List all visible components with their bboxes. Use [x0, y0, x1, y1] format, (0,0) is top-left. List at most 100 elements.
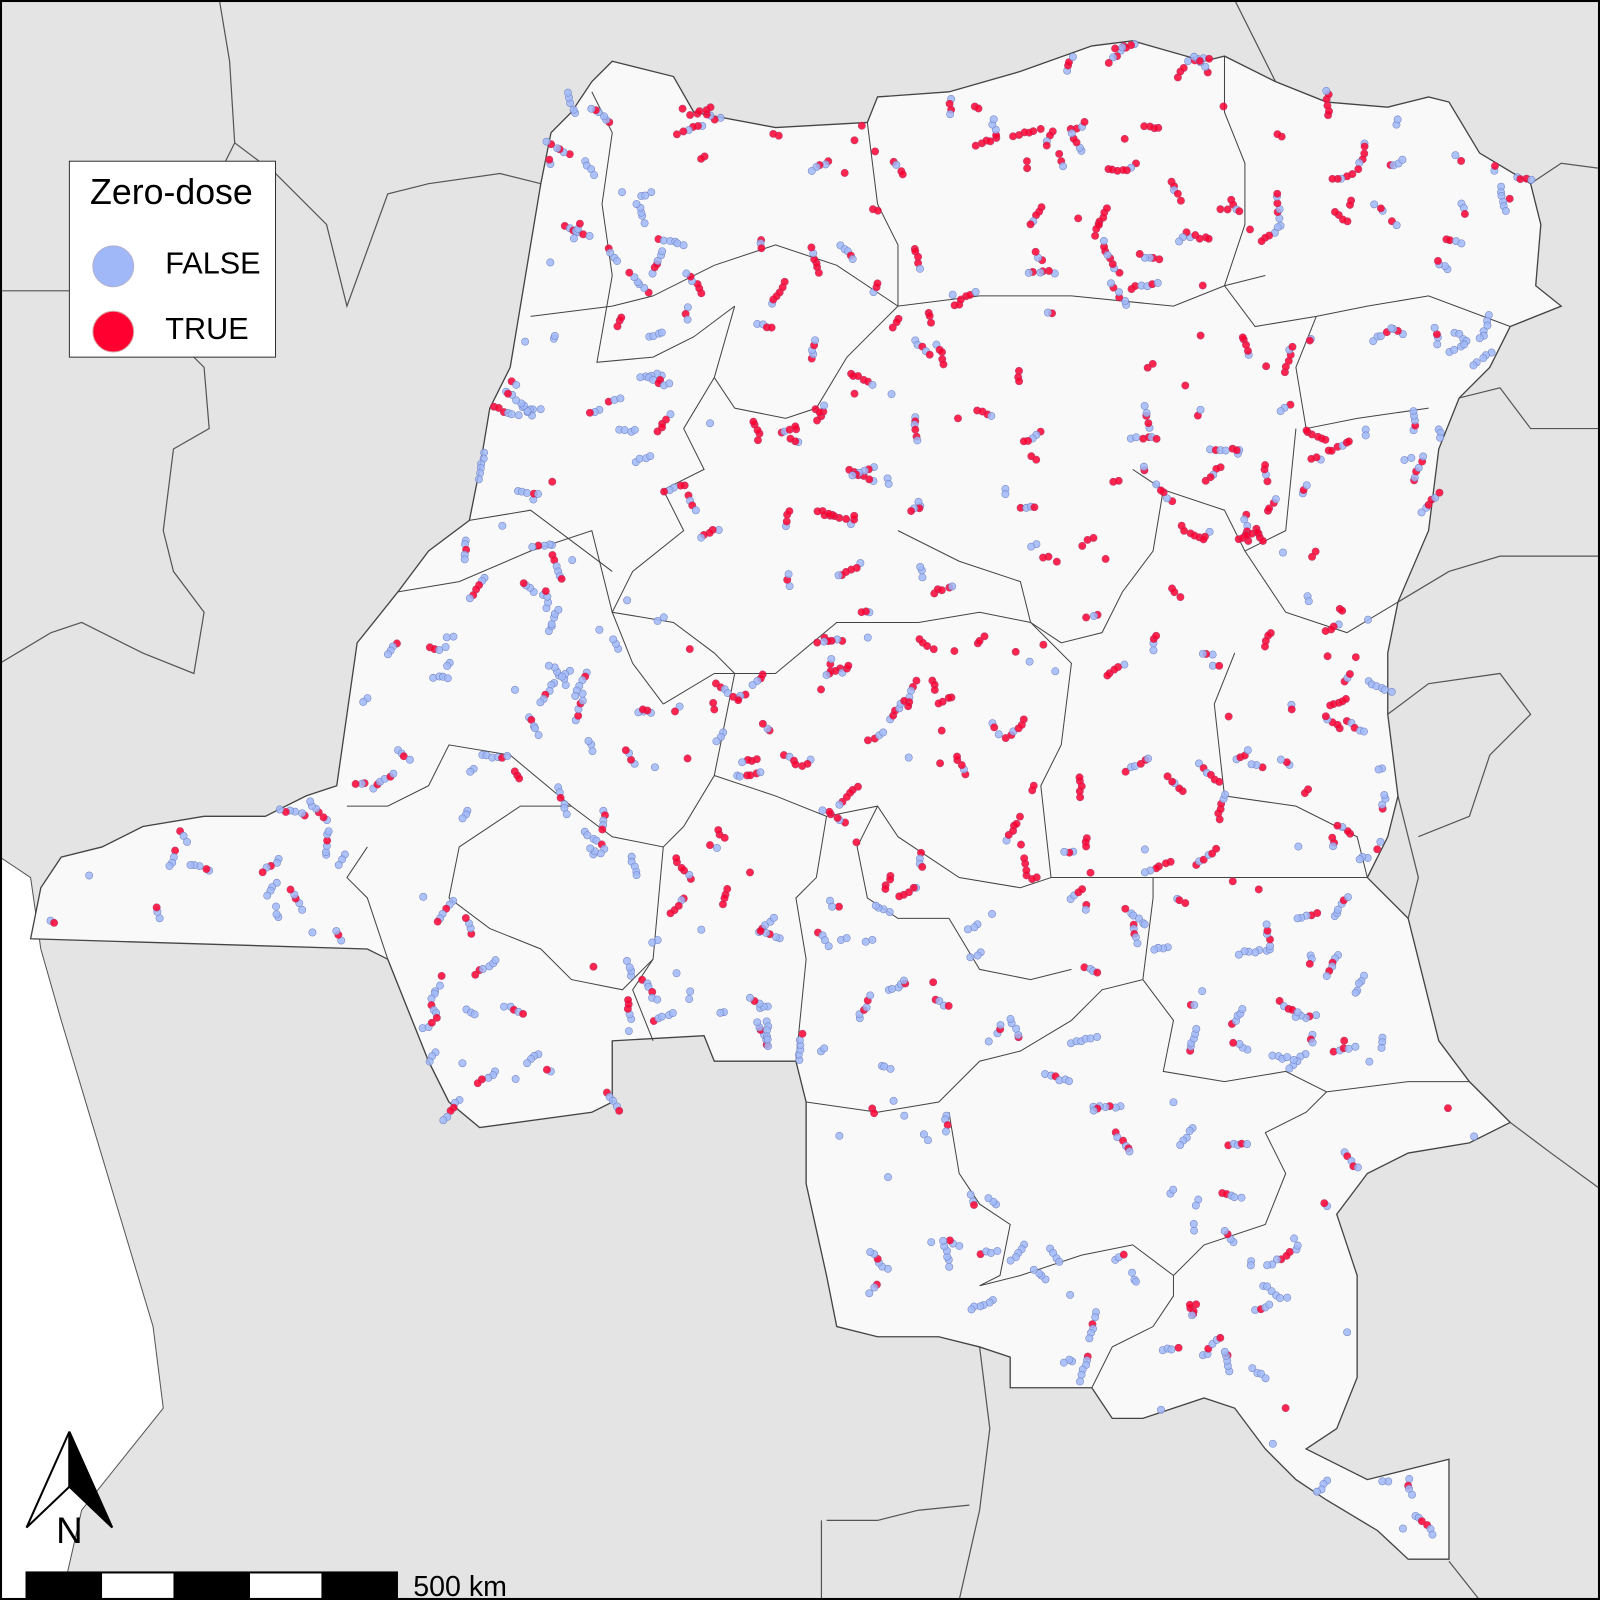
point-zero-dose-true	[1417, 1517, 1426, 1526]
point-zero-dose-true	[990, 723, 999, 732]
point-zero-dose-true	[1345, 670, 1354, 679]
point-zero-dose-false	[630, 273, 639, 282]
point-zero-dose-true	[589, 962, 598, 971]
point-zero-dose-true	[433, 917, 442, 926]
point-zero-dose-false	[1125, 1147, 1134, 1156]
point-zero-dose-true	[399, 752, 408, 761]
point-zero-dose-false	[879, 728, 888, 737]
legend-true-swatch	[92, 310, 135, 353]
point-zero-dose-true	[1104, 59, 1113, 67]
point-zero-dose-true	[1216, 1333, 1225, 1342]
legend-title: Zero-dose	[90, 172, 253, 212]
point-zero-dose-false	[848, 255, 857, 264]
point-zero-dose-true	[152, 903, 161, 912]
point-zero-dose-false	[862, 1003, 871, 1012]
point-zero-dose-true	[871, 147, 880, 156]
point-zero-dose-false	[1142, 409, 1151, 417]
point-zero-dose-false	[1243, 746, 1252, 755]
point-zero-dose-false	[443, 661, 452, 670]
point-zero-dose-true	[1340, 1036, 1349, 1045]
point-zero-dose-true	[909, 883, 918, 892]
point-zero-dose-true	[638, 705, 647, 714]
point-zero-dose-false	[1149, 646, 1158, 655]
point-zero-dose-false	[458, 1059, 467, 1068]
point-zero-dose-false	[623, 956, 631, 965]
point-zero-dose-false	[630, 425, 639, 434]
point-zero-dose-false	[1163, 494, 1171, 503]
point-zero-dose-true	[1263, 926, 1272, 935]
point-zero-dose-true	[1204, 234, 1213, 243]
point-zero-dose-false	[1355, 855, 1364, 864]
point-zero-dose-false	[263, 891, 272, 900]
point-zero-dose-false	[606, 248, 615, 257]
point-zero-dose-false	[1293, 1241, 1302, 1250]
point-zero-dose-false	[1304, 597, 1313, 606]
point-zero-dose-true	[515, 774, 524, 783]
point-zero-dose-false	[1398, 155, 1407, 164]
point-zero-dose-true	[1080, 118, 1089, 126]
point-zero-dose-false	[625, 963, 634, 972]
point-zero-dose-true	[1338, 606, 1347, 615]
point-zero-dose-false	[1140, 253, 1149, 262]
point-zero-dose-true	[904, 702, 913, 711]
point-zero-dose-true	[1030, 503, 1039, 512]
point-zero-dose-true	[756, 927, 765, 935]
point-zero-dose-true	[1185, 1300, 1194, 1309]
point-zero-dose-true	[1327, 446, 1336, 455]
point-zero-dose-false	[1436, 433, 1445, 442]
point-zero-dose-false	[1221, 790, 1230, 799]
point-zero-dose-false	[547, 620, 556, 629]
point-zero-dose-false	[1085, 1334, 1094, 1343]
point-zero-dose-true	[734, 696, 743, 705]
point-zero-dose-false	[935, 996, 944, 1005]
point-zero-dose-false	[1055, 1257, 1064, 1266]
point-zero-dose-false	[1475, 334, 1484, 343]
point-zero-dose-false	[769, 913, 778, 922]
point-zero-dose-false	[384, 650, 392, 659]
point-zero-dose-false	[706, 419, 715, 428]
point-zero-dose-false	[668, 1009, 677, 1017]
point-zero-dose-true	[1055, 149, 1064, 158]
point-zero-dose-true	[786, 434, 795, 443]
point-zero-dose-false	[1294, 842, 1303, 851]
point-zero-dose-true	[625, 268, 634, 277]
point-zero-dose-true	[556, 793, 565, 802]
point-zero-dose-false	[1355, 979, 1363, 988]
point-zero-dose-false	[585, 231, 594, 240]
point-zero-dose-true	[840, 169, 849, 177]
point-zero-dose-false	[1433, 340, 1442, 349]
point-zero-dose-false	[1240, 515, 1249, 524]
point-zero-dose-false	[1376, 837, 1385, 846]
point-zero-dose-false	[1293, 914, 1302, 923]
point-zero-dose-false	[1312, 1011, 1321, 1020]
point-zero-dose-true	[857, 121, 866, 130]
point-zero-dose-false	[738, 758, 747, 767]
point-zero-dose-true	[974, 104, 983, 113]
point-zero-dose-false	[1150, 945, 1159, 954]
point-zero-dose-true	[627, 755, 635, 764]
point-zero-dose-false	[913, 436, 922, 445]
point-zero-dose-true	[1460, 210, 1469, 218]
point-zero-dose-false	[298, 905, 307, 914]
point-zero-dose-false	[993, 1247, 1002, 1255]
point-zero-dose-false	[1407, 454, 1416, 462]
point-zero-dose-false	[1113, 1133, 1122, 1142]
point-zero-dose-false	[824, 942, 833, 951]
point-zero-dose-false	[1035, 1269, 1044, 1278]
point-zero-dose-false	[1322, 86, 1331, 95]
point-zero-dose-false	[546, 258, 555, 267]
point-zero-dose-true	[1175, 784, 1184, 793]
point-zero-dose-false	[1276, 407, 1285, 416]
point-zero-dose-true	[695, 107, 704, 116]
point-zero-dose-true	[461, 914, 470, 922]
point-zero-dose-false	[1527, 175, 1536, 184]
point-zero-dose-false	[916, 563, 925, 571]
point-zero-dose-true	[835, 902, 843, 911]
point-zero-dose-true	[1144, 419, 1153, 428]
point-zero-dose-true	[1261, 642, 1269, 651]
point-zero-dose-false	[1361, 431, 1370, 440]
point-zero-dose-true	[912, 676, 921, 685]
point-zero-dose-false	[1167, 1345, 1176, 1354]
point-zero-dose-false	[1025, 657, 1034, 666]
